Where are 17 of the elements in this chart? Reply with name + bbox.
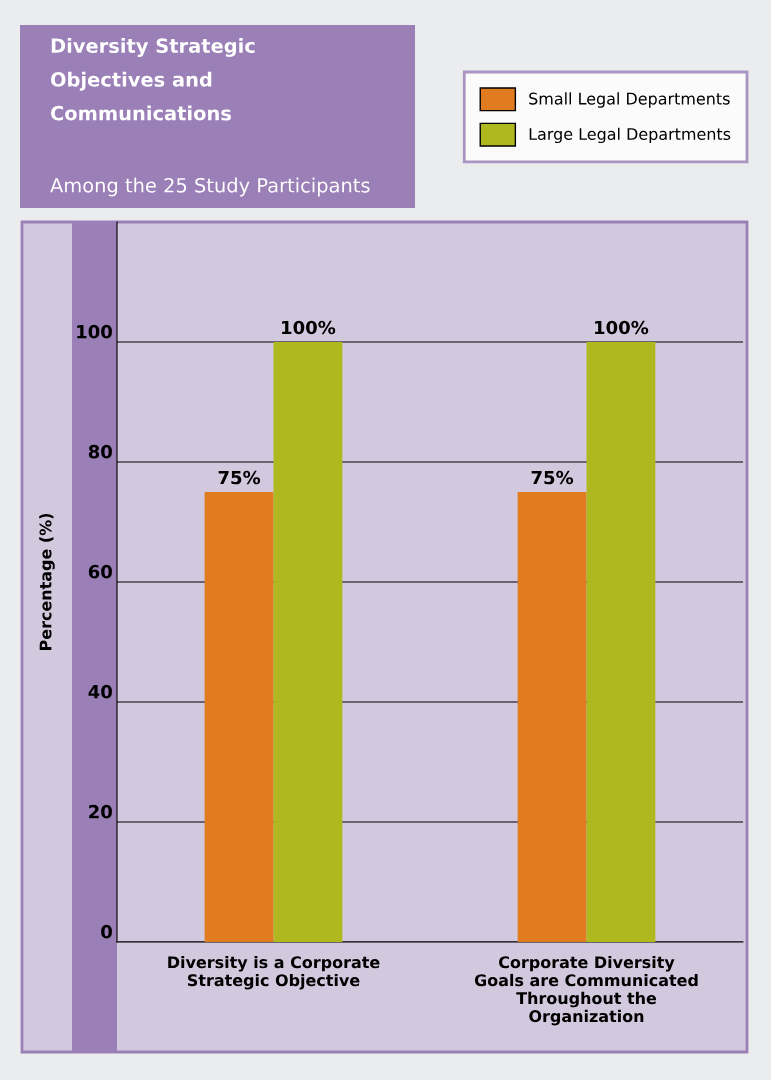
x-tick-label: Diversity is a Corporate Strategic Objective <box>168 955 380 990</box>
y-tick-label: 80 <box>88 444 112 459</box>
y-tick-label: 40 <box>88 684 112 699</box>
y-tick-label: 60 <box>88 564 112 579</box>
data-label: 100% <box>595 320 649 335</box>
data-label: 75% <box>218 470 261 485</box>
data-label: 100% <box>282 320 336 335</box>
y-tick-label: 100 <box>77 324 112 339</box>
y-tick-label: 0 <box>101 924 112 939</box>
legend-label: Large Legal Departments <box>529 127 731 144</box>
y-tick-label: 20 <box>89 804 112 819</box>
legend-label: Small Legal Departments <box>529 92 730 108</box>
chart-title: Diversity Strategic Objectives and Communications <box>50 38 255 121</box>
y-axis-title: Percentage (%) <box>39 513 55 650</box>
x-tick-label: Corporate Diversity Goals are Communicated Throughout the Organization <box>474 955 698 1026</box>
data-label: 75% <box>531 470 574 485</box>
chart-subtitle: Among the 25 Study Participants <box>50 177 370 197</box>
